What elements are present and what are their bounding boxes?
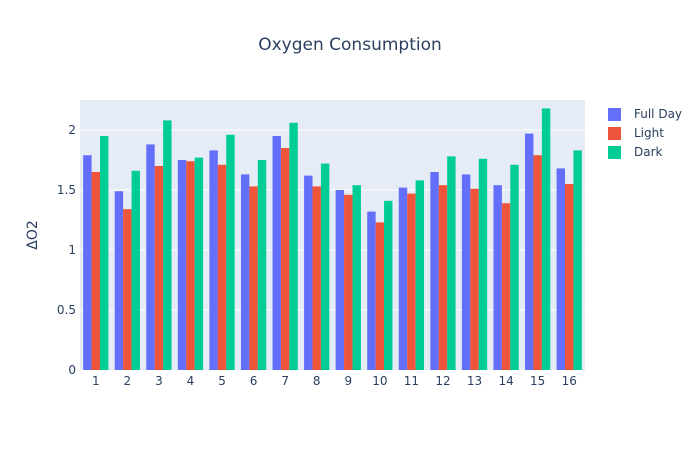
bar-light[interactable] <box>533 155 542 370</box>
bar-light[interactable] <box>501 203 511 370</box>
x-tick-label: 14 <box>498 374 513 388</box>
y-tick-label: 1.5 <box>57 183 76 197</box>
x-tick-label: 1 <box>92 374 100 388</box>
bar-full-day[interactable] <box>240 174 250 370</box>
bar-full-day[interactable] <box>83 155 92 370</box>
bar-full-day[interactable] <box>493 185 502 370</box>
x-tick-label: 6 <box>250 374 258 388</box>
y-axis-label: ΔO2 <box>25 220 41 250</box>
bar-full-day[interactable] <box>398 187 408 370</box>
bar-light[interactable] <box>249 186 258 370</box>
bar-dark[interactable] <box>194 157 204 370</box>
bar-light[interactable] <box>280 148 290 370</box>
y-tick-label: 2 <box>68 123 76 137</box>
x-tick-label: 16 <box>562 374 577 388</box>
legend-item[interactable]: Full Day <box>608 107 682 121</box>
bar-dark[interactable] <box>415 180 425 370</box>
bar-dark[interactable] <box>131 170 140 370</box>
bar-dark[interactable] <box>384 200 393 370</box>
bars <box>83 108 582 371</box>
x-tick-label: 4 <box>187 374 195 388</box>
legend-swatch <box>608 146 621 159</box>
legend-label: Dark <box>634 145 663 159</box>
bar-light[interactable] <box>344 194 353 370</box>
bar-dark[interactable] <box>163 120 172 371</box>
legend-swatch <box>608 127 621 140</box>
x-tick-label: 10 <box>372 374 387 388</box>
x-tick-label: 11 <box>404 374 419 388</box>
bar-full-day[interactable] <box>177 160 187 370</box>
x-tick-label: 5 <box>218 374 226 388</box>
bar-light[interactable] <box>91 172 100 370</box>
x-tick-label: 13 <box>467 374 482 388</box>
y-tick-label: 0 <box>68 363 76 377</box>
bar-light[interactable] <box>375 222 385 370</box>
bar-full-day[interactable] <box>556 168 566 370</box>
y-axis-ticks: 0 0.5 1 1.5 2 <box>57 123 76 377</box>
bar-dark[interactable] <box>226 134 235 370</box>
bar-dark[interactable] <box>257 160 267 370</box>
x-tick-label: 15 <box>530 374 545 388</box>
x-tick-label: 12 <box>435 374 450 388</box>
bar-light[interactable] <box>565 184 574 370</box>
legend-item[interactable]: Dark <box>608 145 663 159</box>
bar-light[interactable] <box>470 188 479 370</box>
bar-light[interactable] <box>123 209 132 370</box>
legend-item[interactable]: Light <box>608 126 664 140</box>
bar-full-day[interactable] <box>461 174 471 370</box>
x-tick-label: 3 <box>155 374 163 388</box>
bar-full-day[interactable] <box>146 144 155 370</box>
bar-dark[interactable] <box>478 158 488 370</box>
bar-light[interactable] <box>407 193 416 370</box>
bar-full-day[interactable] <box>304 175 313 370</box>
bar-dark[interactable] <box>541 108 551 371</box>
bar-light[interactable] <box>186 161 195 370</box>
x-tick-label: 9 <box>344 374 352 388</box>
bar-dark[interactable] <box>573 150 582 370</box>
chart-title: Oxygen Consumption <box>258 35 442 55</box>
bar-dark[interactable] <box>510 164 519 370</box>
x-tick-label: 8 <box>313 374 321 388</box>
legend-label: Light <box>634 126 664 140</box>
legend-label: Full Day <box>634 107 682 121</box>
bar-full-day[interactable] <box>114 191 124 370</box>
bar-dark[interactable] <box>99 136 109 370</box>
y-tick-label: 0.5 <box>57 303 76 317</box>
bar-light[interactable] <box>154 166 164 370</box>
bar-light[interactable] <box>312 186 321 370</box>
bar-full-day[interactable] <box>335 190 345 370</box>
bar-light[interactable] <box>217 164 227 370</box>
bar-dark[interactable] <box>320 163 330 370</box>
legend-swatch <box>608 108 621 121</box>
x-tick-label: 2 <box>124 374 132 388</box>
bar-light[interactable] <box>438 185 448 370</box>
bar-dark[interactable] <box>289 122 298 370</box>
bar-full-day[interactable] <box>367 211 376 370</box>
bar-full-day[interactable] <box>272 136 281 370</box>
x-tick-label: 7 <box>281 374 289 388</box>
bar-full-day[interactable] <box>209 150 218 370</box>
y-tick-label: 1 <box>68 243 76 257</box>
bar-full-day[interactable] <box>430 172 439 370</box>
x-axis-ticks: 1 2 3 4 5 6 7 8 9 10 11 12 13 14 15 16 <box>92 374 577 388</box>
bar-dark[interactable] <box>352 185 361 370</box>
bar-dark[interactable] <box>447 156 456 370</box>
legend[interactable]: Full Day Light Dark <box>608 107 682 159</box>
bar-full-day[interactable] <box>525 133 534 370</box>
